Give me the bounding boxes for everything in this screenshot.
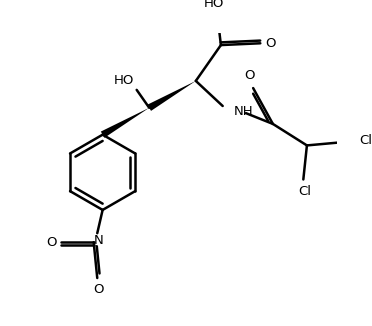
Text: HO: HO	[203, 0, 224, 10]
Text: O: O	[265, 37, 275, 50]
Polygon shape	[147, 81, 196, 111]
Polygon shape	[101, 108, 149, 138]
Text: NH: NH	[234, 105, 253, 118]
Text: Cl: Cl	[359, 134, 372, 147]
Text: Cl: Cl	[299, 185, 312, 198]
Text: O: O	[244, 69, 255, 82]
Text: N: N	[94, 234, 104, 247]
Text: O: O	[46, 236, 57, 249]
Text: O: O	[93, 283, 103, 296]
Text: HO: HO	[114, 74, 134, 87]
